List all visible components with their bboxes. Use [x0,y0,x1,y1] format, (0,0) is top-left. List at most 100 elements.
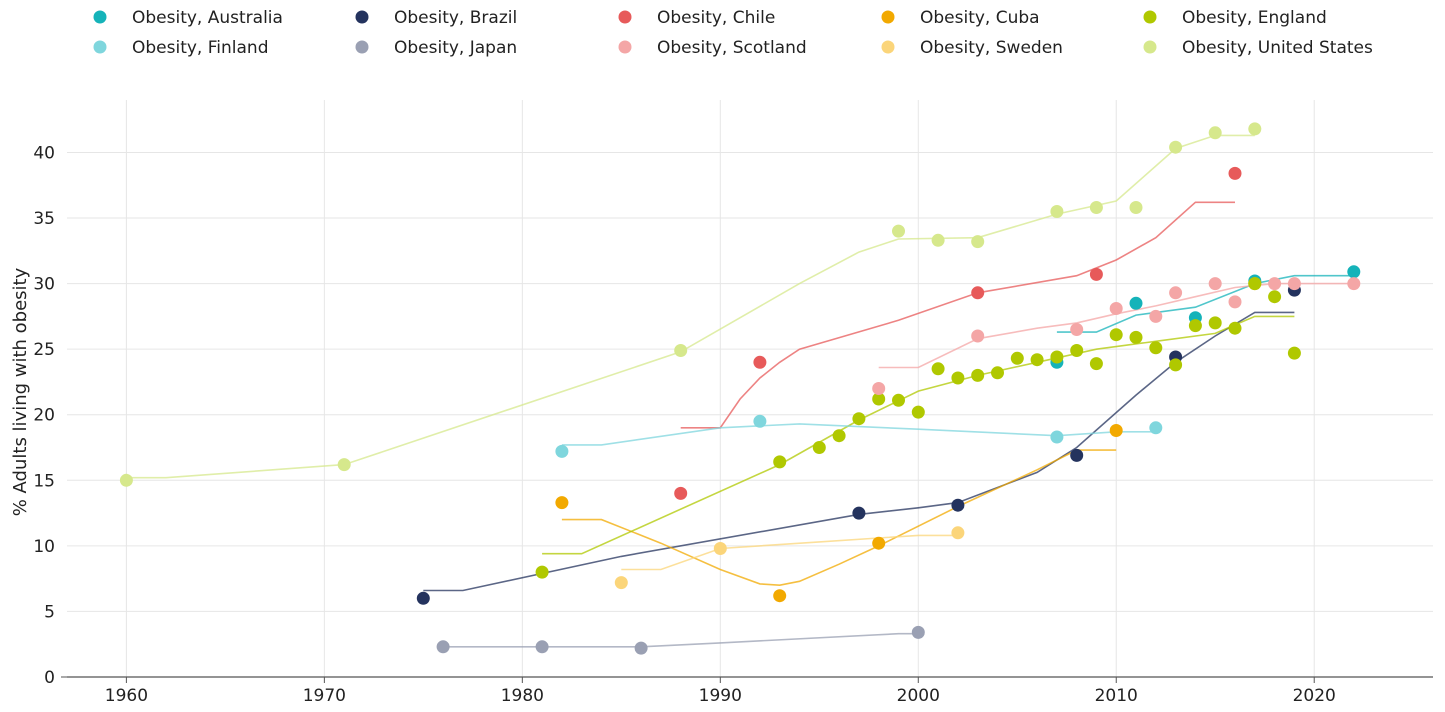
data-point [852,412,866,426]
data-point [951,498,965,512]
y-axis-title: % Adults living with obesity [10,267,31,516]
data-point [535,565,549,579]
y-tick-label: 40 [33,143,55,163]
trend-line [561,423,1156,446]
trend-line [680,201,1235,429]
legend-label: Obesity, United States [1182,38,1373,58]
data-point [1129,330,1143,344]
legend-label: Obesity, Sweden [920,38,1063,58]
data-point [436,640,450,654]
data-point [1070,344,1084,357]
y-tick-label: 10 [33,537,55,557]
legend: Obesity, Australia Obesity, Brazil Obesity… [93,8,1373,58]
data-point [337,458,351,472]
data-point [1149,309,1163,323]
y-tick-label: 0 [44,668,55,688]
y-tick-label: 20 [33,406,55,426]
data-point [1228,321,1242,335]
legend-label: Obesity, Cuba [920,8,1040,28]
trend-line [542,315,1295,555]
legend-marker [355,40,369,54]
data-point [753,414,767,428]
x-tick-label: 1980 [501,686,544,706]
data-point [832,429,846,443]
axes: 0 5 10 15 20 25 30 35 40 1960 1970 1980 1990 2000 2010… [33,143,1433,706]
data-point [951,371,965,385]
data-point [1109,328,1123,342]
data-point [713,542,727,555]
data-point [1208,316,1222,330]
legend-marker [355,10,369,24]
grid [67,100,1433,677]
data-point [535,640,549,654]
legend-marker [1143,10,1157,24]
data-point [1050,350,1064,364]
y-tick-label: 15 [33,471,55,491]
data-point [911,625,925,639]
data-point [1169,140,1183,154]
data-point [1109,424,1123,437]
data-point [872,536,886,550]
data-point [1268,290,1282,304]
legend-marker [881,40,895,54]
data-point [951,526,965,540]
y-tick-label: 35 [33,209,55,229]
data-point [1149,341,1163,355]
data-point [1268,277,1282,291]
data-point [614,576,628,590]
data-point [1347,265,1361,279]
data-point [555,496,569,510]
data-point [971,286,985,300]
trend-line [126,134,1255,479]
data-point [674,344,688,357]
data-point [1089,267,1103,281]
data-point [1109,302,1123,315]
legend-marker [1143,40,1157,54]
x-tick-label: 1960 [105,686,148,706]
data-point [1129,296,1143,310]
legend-label: Obesity, Australia [132,8,283,28]
data-point [1089,357,1103,371]
trend-line [1056,274,1354,333]
data-point [1169,286,1183,300]
data-point [1228,295,1242,309]
data-point [416,591,430,605]
y-tick-label: 30 [33,275,55,295]
data-point [119,473,133,487]
y-tick-label: 5 [44,602,55,622]
legend-marker [618,40,632,54]
data-point [1050,205,1064,218]
data-point [1228,166,1242,180]
legend-marker [93,10,107,24]
legend-label: Obesity, Scotland [657,38,807,58]
trend-line [443,632,919,648]
y-tick-label: 25 [33,340,55,360]
data-point [1347,277,1361,291]
data-point [1248,277,1262,291]
data-point [971,368,985,382]
data-point [812,441,826,454]
data-point [892,224,905,238]
data-point [773,455,787,469]
legend-label: Obesity, Japan [394,38,517,58]
data-point [931,362,945,376]
data-point [1070,448,1084,462]
data-point [1129,201,1143,214]
trend-line [561,449,1117,587]
data-point [852,506,866,520]
data-point [1089,201,1103,214]
data-point [892,393,905,407]
data-point [1287,346,1301,360]
data-point [674,486,688,500]
data-point [1208,277,1222,291]
x-tick-label: 2020 [1293,686,1336,706]
legend-marker [618,10,632,24]
data-point [1287,277,1301,291]
data-point [753,355,767,369]
data-point [1248,122,1262,136]
data-point [1188,319,1202,333]
data-point [971,235,985,249]
x-tick-label: 1970 [303,686,346,706]
data-point [991,366,1004,380]
